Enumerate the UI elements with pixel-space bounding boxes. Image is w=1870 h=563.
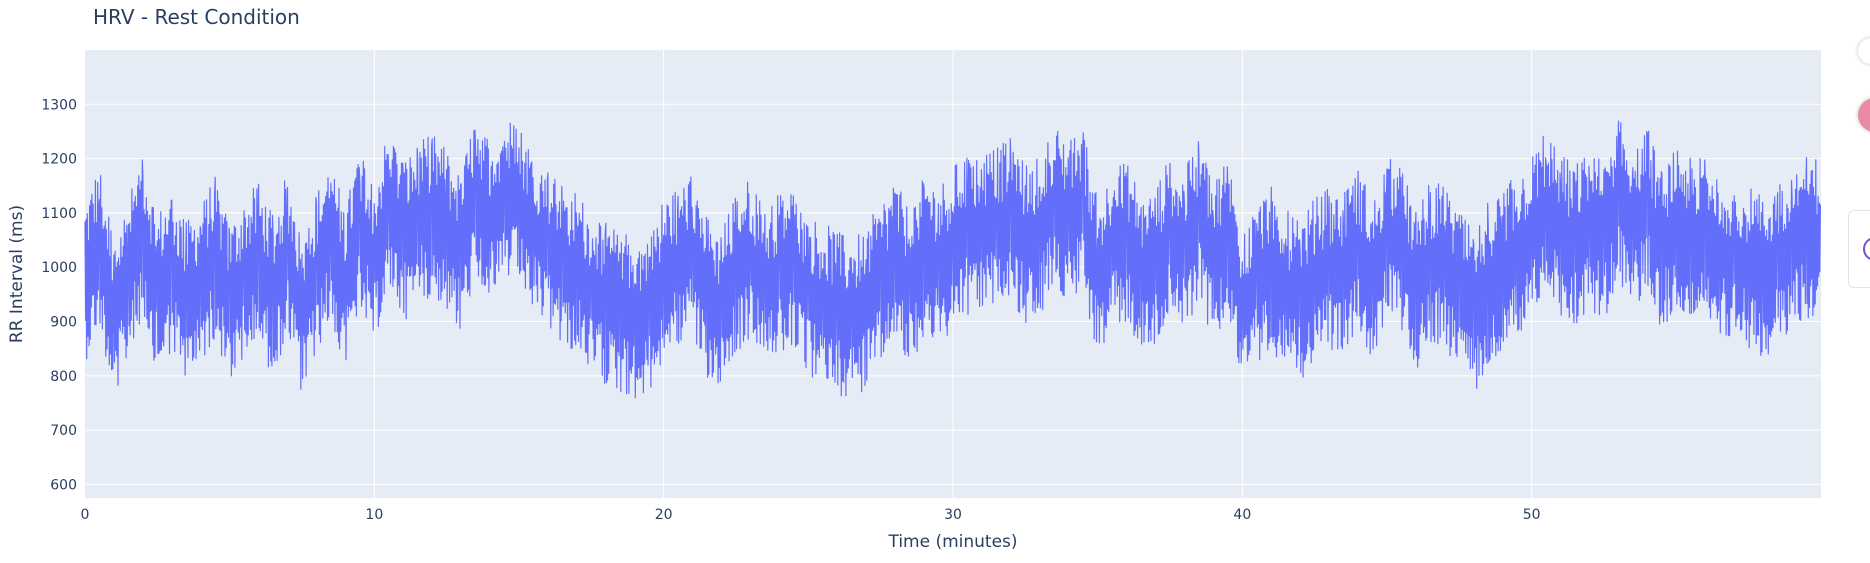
y-tick-label: 1100 xyxy=(41,206,77,222)
x-tick-label: 10 xyxy=(365,507,383,523)
chart-title: HRV - Rest Condition xyxy=(93,5,300,29)
y-tick-label: 1200 xyxy=(41,152,77,168)
y-tick-label: 1300 xyxy=(41,97,77,113)
y-tick-label: 900 xyxy=(50,315,77,331)
x-tick-label: 20 xyxy=(655,507,673,523)
x-tick-labels: 0 10 20 30 40 50 xyxy=(81,507,1541,523)
side-panel-toggle[interactable] xyxy=(1848,210,1870,288)
assistant-badge-icon[interactable] xyxy=(1858,98,1870,132)
x-axis-title: Time (minutes) xyxy=(887,532,1017,552)
toolbar-tab-icon[interactable] xyxy=(1858,38,1870,64)
y-axis-title: RR Interval (ms) xyxy=(7,205,27,343)
series-layer xyxy=(84,120,1821,399)
x-tick-label: 30 xyxy=(944,507,962,523)
y-tick-label: 1000 xyxy=(41,260,77,276)
x-tick-label: 40 xyxy=(1233,507,1251,523)
ring-icon xyxy=(1863,237,1870,261)
y-tick-label: 600 xyxy=(50,477,77,493)
y-tick-label: 700 xyxy=(50,423,77,439)
y-tick-label: 800 xyxy=(50,369,77,385)
x-tick-label: 0 xyxy=(81,507,90,523)
x-tick-label: 50 xyxy=(1523,507,1541,523)
y-tick-labels: 600 700 800 900 1000 1100 1200 1300 xyxy=(41,97,77,493)
series-line xyxy=(84,120,1821,399)
